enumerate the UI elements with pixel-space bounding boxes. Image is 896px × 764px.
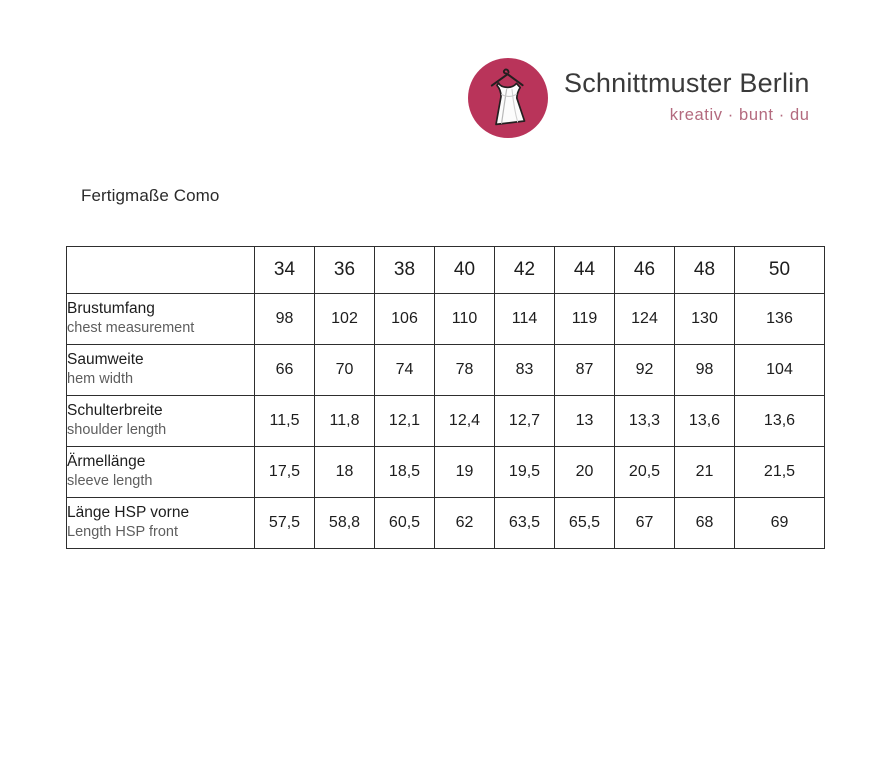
measurement-label-de: Brustumfang (67, 300, 155, 318)
measurement-value: 69 (734, 497, 825, 549)
measurement-value: 124 (614, 293, 675, 345)
measurement-label-en: hem width (67, 371, 134, 388)
measurement-label-de: Schulterbreite (67, 402, 163, 420)
measurement-label-cell: Saumweite hem width (66, 344, 255, 396)
measurement-label-en: chest measurement (67, 320, 195, 337)
measurement-value: 106 (374, 293, 435, 345)
measurement-value: 83 (494, 344, 555, 396)
table-row: Länge HSP vorne Length HSP front 57,5 58… (66, 497, 825, 549)
table-row: Schulterbreite shoulder length 11,5 11,8… (66, 395, 825, 447)
measurement-value: 98 (254, 293, 315, 345)
table-header-row: 34 36 38 40 42 44 46 48 50 (66, 246, 825, 294)
measurement-value: 13,3 (614, 395, 675, 447)
brand-logo-block: Schnittmuster Berlin kreativ · bunt · du (468, 58, 810, 138)
measurement-value: 74 (374, 344, 435, 396)
measurement-value: 114 (494, 293, 555, 345)
measurement-value: 78 (434, 344, 495, 396)
measurement-value: 104 (734, 344, 825, 396)
measurement-value: 18,5 (374, 446, 435, 498)
table-row: Brustumfang chest measurement 98 102 106… (66, 293, 825, 345)
measurement-value: 62 (434, 497, 495, 549)
table-row: Ärmellänge sleeve length 17,5 18 18,5 19… (66, 446, 825, 498)
brand-text: Schnittmuster Berlin kreativ · bunt · du (564, 68, 810, 127)
measurement-value: 65,5 (554, 497, 615, 549)
table-body: Brustumfang chest measurement 98 102 106… (66, 293, 825, 549)
measurement-value: 92 (614, 344, 675, 396)
measurement-label-en: shoulder length (67, 422, 167, 439)
measurement-value: 110 (434, 293, 495, 345)
measurement-label-cell: Ärmellänge sleeve length (66, 446, 255, 498)
measurement-value: 68 (674, 497, 735, 549)
dress-on-hanger-icon (468, 58, 548, 138)
measurement-value: 13,6 (674, 395, 735, 447)
size-header: 48 (674, 246, 735, 294)
measurement-value: 12,1 (374, 395, 435, 447)
measurement-value: 130 (674, 293, 735, 345)
measurement-label-cell: Brustumfang chest measurement (66, 293, 255, 345)
measurement-label-de: Ärmellänge (67, 453, 146, 471)
brand-name: Schnittmuster Berlin (564, 68, 810, 99)
measurement-value: 12,7 (494, 395, 555, 447)
table-corner-cell (66, 246, 255, 294)
measurement-value: 57,5 (254, 497, 315, 549)
measurement-value: 13,6 (734, 395, 825, 447)
size-header: 44 (554, 246, 615, 294)
measurement-value: 70 (314, 344, 375, 396)
measurement-value: 58,8 (314, 497, 375, 549)
page-title: Fertigmaße Como (81, 186, 220, 205)
measurement-label-de: Saumweite (67, 351, 144, 369)
measurement-value: 136 (734, 293, 825, 345)
measurement-value: 98 (674, 344, 735, 396)
measurement-label-cell: Schulterbreite shoulder length (66, 395, 255, 447)
size-header: 34 (254, 246, 315, 294)
table-head: 34 36 38 40 42 44 46 48 50 (66, 246, 825, 294)
measurement-label-de: Länge HSP vorne (67, 504, 190, 522)
measurement-value: 67 (614, 497, 675, 549)
measurement-value: 119 (554, 293, 615, 345)
finished-measurements-table: 34 36 38 40 42 44 46 48 50 Brustumfang c… (66, 246, 825, 549)
measurement-value: 17,5 (254, 446, 315, 498)
measurement-value: 19 (434, 446, 495, 498)
size-header: 42 (494, 246, 555, 294)
size-header: 38 (374, 246, 435, 294)
measurement-label-cell: Länge HSP vorne Length HSP front (66, 497, 255, 549)
measurement-value: 18 (314, 446, 375, 498)
measurement-value: 12,4 (434, 395, 495, 447)
size-header: 40 (434, 246, 495, 294)
size-header: 36 (314, 246, 375, 294)
measurement-value: 19,5 (494, 446, 555, 498)
measurement-value: 102 (314, 293, 375, 345)
measurement-value: 11,5 (254, 395, 315, 447)
measurement-value: 21 (674, 446, 735, 498)
measurement-value: 20 (554, 446, 615, 498)
size-header: 46 (614, 246, 675, 294)
size-header: 50 (734, 246, 825, 294)
measurement-value: 60,5 (374, 497, 435, 549)
table-row: Saumweite hem width 66 70 74 78 83 87 92… (66, 344, 825, 396)
measurement-value: 66 (254, 344, 315, 396)
measurement-label-en: Length HSP front (67, 524, 178, 541)
measurement-label-en: sleeve length (67, 473, 153, 490)
brand-tagline: kreativ · bunt · du (669, 105, 810, 124)
measurement-value: 11,8 (314, 395, 375, 447)
measurement-value: 63,5 (494, 497, 555, 549)
measurement-value: 20,5 (614, 446, 675, 498)
measurement-value: 21,5 (734, 446, 825, 498)
measurement-value: 13 (554, 395, 615, 447)
measurement-value: 87 (554, 344, 615, 396)
